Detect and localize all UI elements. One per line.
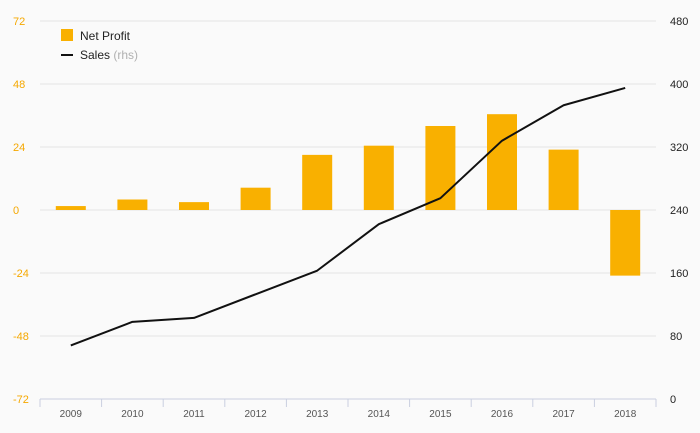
net-profit-bar xyxy=(302,154,333,210)
x-tick-label: 2009 xyxy=(60,409,83,420)
x-tick-label: 2011 xyxy=(183,409,205,420)
y-left-tick-label: -72 xyxy=(13,394,29,406)
legend: Net Profit Sales (rhs) xyxy=(61,29,138,62)
net-profit-bar xyxy=(548,149,579,210)
net-profit-bar xyxy=(179,202,209,210)
legend-swatch-net-profit xyxy=(61,29,73,41)
y-right-tick-label: 0 xyxy=(670,394,676,406)
x-tick-label: 2016 xyxy=(491,409,514,420)
net-profit-bar xyxy=(240,187,271,210)
x-tick-label: 2018 xyxy=(614,409,637,420)
legend-label-net-profit: Net Profit xyxy=(80,29,131,43)
y-left-tick-label: -48 xyxy=(13,331,29,343)
x-tick-label: 2014 xyxy=(368,409,391,420)
sales-line-path xyxy=(70,86,626,347)
x-tick-label: 2013 xyxy=(306,409,329,420)
net-profit-bar xyxy=(610,210,641,276)
y-left-tick-label: 48 xyxy=(13,79,25,91)
x-tick-label: 2010 xyxy=(121,409,144,420)
y-left-tick-label: -24 xyxy=(13,268,29,280)
y-right-tick-label: 160 xyxy=(670,268,688,280)
y-left-tick-label: 0 xyxy=(13,205,19,217)
net-profit-bar xyxy=(425,126,456,210)
legend-label-sales: Sales (rhs) xyxy=(80,48,138,62)
y-right-tick-label: 240 xyxy=(670,205,688,217)
y-left-tick-label: 24 xyxy=(13,142,25,154)
net-profit-bar xyxy=(487,114,517,210)
y-right-tick-label: 400 xyxy=(670,79,688,91)
y-right-tick-label: 480 xyxy=(670,16,688,28)
y-left-tick-label: 72 xyxy=(13,16,25,28)
x-tick-label: 2012 xyxy=(244,409,267,420)
sales-line xyxy=(70,86,626,347)
y-right-tick-label: 80 xyxy=(670,331,682,343)
net-profit-bar xyxy=(363,145,394,210)
net-profit-bar xyxy=(117,199,148,210)
x-tick-label: 2015 xyxy=(429,409,452,420)
legend-label-sales-name: Sales xyxy=(80,48,110,62)
legend-label-sales-suffix: (rhs) xyxy=(113,48,138,62)
y-right-tick-label: 320 xyxy=(670,142,688,154)
net-profit-bars xyxy=(55,114,641,276)
net-profit-bar xyxy=(55,206,86,210)
x-tick-label: 2017 xyxy=(552,409,575,420)
